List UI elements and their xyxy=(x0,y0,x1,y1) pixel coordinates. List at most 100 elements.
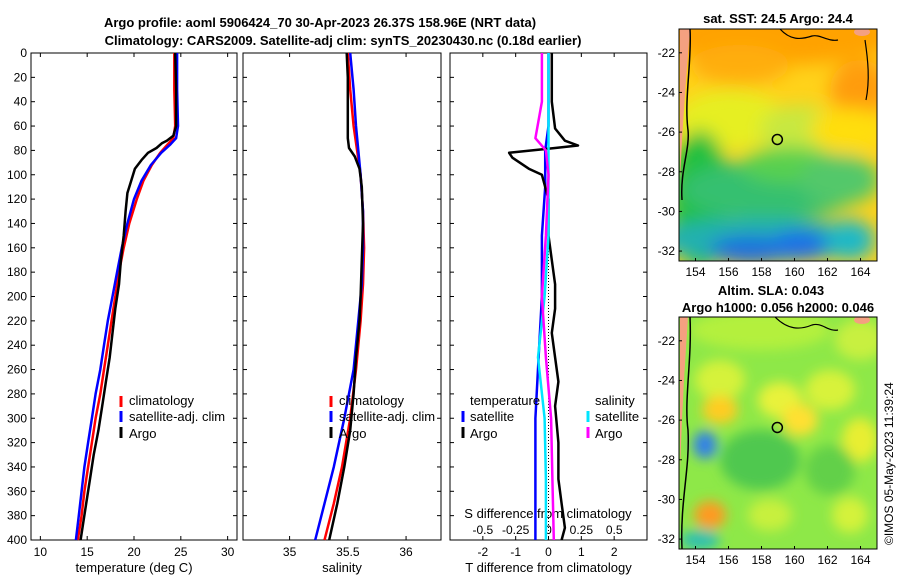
x-tick-label: 25 xyxy=(174,545,188,559)
series-line-t-argo xyxy=(507,53,580,541)
x-tick-label: 2 xyxy=(611,545,618,559)
top-axis-label: S difference from climatology xyxy=(464,506,632,521)
legend-salinity-title: salinity xyxy=(595,393,635,408)
series-line-satellite-adj-clim xyxy=(74,53,180,541)
y-tick-label: 280 xyxy=(7,387,27,401)
map-x-tick-label: 160 xyxy=(784,265,804,279)
x-tick-label: 20 xyxy=(127,545,141,559)
plot-frame xyxy=(30,52,238,541)
x-tick-label: 0 xyxy=(545,545,552,559)
isobath-contour xyxy=(774,317,839,331)
map-x-tick-label: 162 xyxy=(817,265,837,279)
y-tick-label: 400 xyxy=(7,533,27,547)
map-x-tick-label: 164 xyxy=(850,265,870,279)
salinity-panel: 35 35.5 36 salinity xyxy=(242,52,442,575)
coast-landmass xyxy=(680,317,688,470)
top-tick-label: 0 xyxy=(545,523,552,537)
temperature-legend: climatology satellite-adj. clim Argo xyxy=(119,393,225,441)
map-x-tick-label: 158 xyxy=(751,553,771,567)
map-x-tick-label: 162 xyxy=(817,553,837,567)
map-y-tick-label: -22 xyxy=(658,46,676,60)
top-tick-label: 0.5 xyxy=(606,523,623,537)
y-tick-label: 80 xyxy=(14,143,28,157)
map-y-tick-label: -26 xyxy=(658,125,676,139)
y-tick-label: 0 xyxy=(20,46,27,60)
x-tick-label: 36 xyxy=(399,545,413,559)
map-y-tick-label: -30 xyxy=(658,204,676,218)
y-tick-label: 360 xyxy=(7,484,27,498)
sst-map-axes: 154 156 158 160 162 164 -22 -24 -26 -28 -30 -32 xyxy=(658,46,871,279)
argo-position-marker xyxy=(771,133,784,146)
coast-landmass xyxy=(680,29,690,180)
sla-map: Altim. SLA: 0.043 Argo h1000: 0.056 h200… xyxy=(658,283,878,567)
y-tick-label: 220 xyxy=(7,314,27,328)
isobath-contour xyxy=(864,39,869,101)
argo-position-marker xyxy=(771,421,784,434)
top-tick-label: -0.5 xyxy=(472,523,493,537)
legend-climatology-label: climatology xyxy=(339,393,405,408)
coastline xyxy=(680,29,692,201)
y-tick-label: 380 xyxy=(7,509,27,523)
map-x-tick-label: 156 xyxy=(718,265,738,279)
top-tick-label: 0.25 xyxy=(570,523,594,537)
x-tick-label: 10 xyxy=(34,545,48,559)
y-tick-label: 20 xyxy=(14,70,28,84)
y-tick-label: 60 xyxy=(14,119,28,133)
map-y-tick-label: -28 xyxy=(658,165,676,179)
x-tick-label: 30 xyxy=(221,545,235,559)
y-tick-label: 160 xyxy=(7,241,27,255)
y-tick-label: 180 xyxy=(7,265,27,279)
y-tick-label: 100 xyxy=(7,168,27,182)
map-x-tick-label: 160 xyxy=(784,553,804,567)
legend-t-satellite-label: satellite xyxy=(470,409,514,424)
sla-map-title: Altim. SLA: 0.043 xyxy=(718,283,824,298)
map-y-tick-label: -24 xyxy=(658,373,676,387)
series-line-s-satellite xyxy=(536,53,550,540)
y-tick-label: 260 xyxy=(7,363,27,377)
difference-panel: -2 -1 0 1 2T difference from climatology S di… xyxy=(449,52,648,575)
legend-argo-label: Argo xyxy=(129,426,156,441)
map-x-tick-label: 154 xyxy=(685,553,705,567)
isobath-contour xyxy=(779,29,839,41)
legend-satellite-label: satellite-adj. clim xyxy=(129,409,225,424)
map-x-tick-label: 154 xyxy=(685,265,705,279)
x-tick-label: -2 xyxy=(477,545,488,559)
temperature-panel: 0 20 40 60 80 100 120 140 160 180 200 220 240 260 280 3… xyxy=(7,46,238,575)
map-y-tick-label: -32 xyxy=(658,244,676,258)
plot-frame xyxy=(242,52,442,541)
salinity-legend: climatology satellite-adj. clim Argo xyxy=(329,393,435,441)
sla-map-subtitle: Argo h1000: 0.056 h2000: 0.046 xyxy=(682,300,874,315)
y-tick-label: 140 xyxy=(7,216,27,230)
map-x-tick-label: 156 xyxy=(718,553,738,567)
map-x-tick-label: 158 xyxy=(751,265,771,279)
map-y-tick-label: -22 xyxy=(658,334,676,348)
x-axis-label: salinity xyxy=(322,560,362,575)
series-line-argo xyxy=(79,52,178,541)
map-y-tick-label: -24 xyxy=(658,85,676,99)
y-tick-label: 40 xyxy=(14,95,28,109)
series-line-s-argo xyxy=(534,53,556,541)
map-y-tick-label: -30 xyxy=(658,492,676,506)
y-tick-label: 240 xyxy=(7,338,27,352)
sst-map: sat. SST: 24.5 Argo: 24.4 xyxy=(658,11,878,279)
map-y-tick-label: -26 xyxy=(658,413,676,427)
y-tick-label: 120 xyxy=(7,192,27,206)
island xyxy=(854,29,870,36)
x-tick-label: 35 xyxy=(283,545,297,559)
x-tick-label: 35.5 xyxy=(336,545,360,559)
x-tick-label: 1 xyxy=(578,545,585,559)
island xyxy=(854,317,870,324)
sla-map-frame xyxy=(678,316,878,550)
legend-temperature-title: temperature xyxy=(470,393,540,408)
sst-map-frame xyxy=(678,28,878,262)
figure-title-line2: Climatology: CARS2009. Satellite-adj cli… xyxy=(105,33,582,48)
y-tick-label: 320 xyxy=(7,436,27,450)
y-tick-label: 200 xyxy=(7,290,27,304)
legend-argo-label: Argo xyxy=(339,426,366,441)
sst-field xyxy=(679,29,877,261)
y-tick-label: 340 xyxy=(7,460,27,474)
legend-climatology-label: climatology xyxy=(129,393,195,408)
legend-s-argo-label: Argo xyxy=(595,426,622,441)
sla-map-axes: 154 156 158 160 162 164 -22 -24 -26 -28 -30 -32 xyxy=(658,334,871,567)
